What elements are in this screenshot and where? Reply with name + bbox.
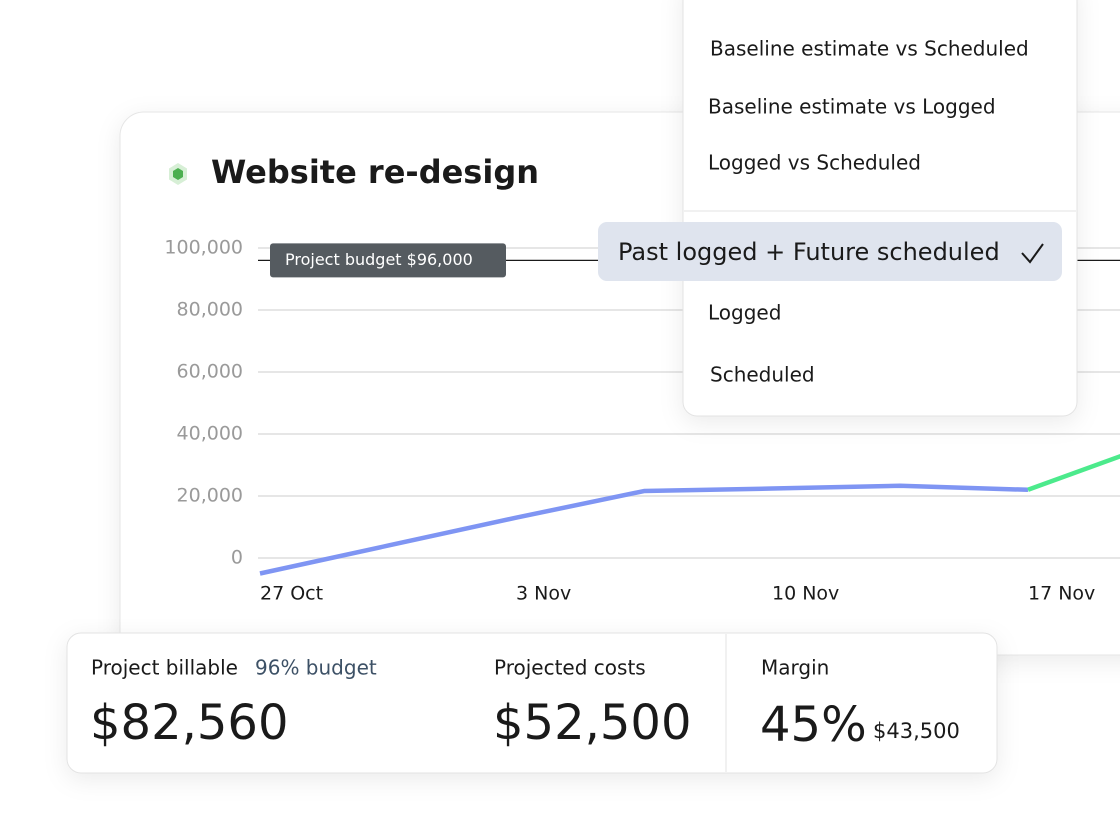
menu-selected[interactable]: Past logged + Future scheduled — [618, 238, 1000, 266]
project-icon-inner — [173, 168, 183, 180]
menu-item[interactable]: Logged — [708, 301, 781, 325]
stat-label: Project billable — [91, 656, 238, 680]
x-tick-label: 10 Nov — [772, 583, 839, 605]
stats-card — [66, 632, 998, 774]
stat-value: 45% — [760, 697, 867, 753]
card-title: Website re-design — [211, 153, 539, 191]
x-tick-label: 27 Oct — [260, 583, 323, 605]
stat-label: Projected costs — [494, 656, 646, 680]
y-tick-label: 100,000 — [164, 237, 243, 259]
budget-label-bg — [270, 243, 506, 278]
menu-item[interactable]: Baseline estimate vs Scheduled — [710, 37, 1029, 61]
stat-amount: $43,500 — [873, 719, 960, 743]
stat-value: $82,560 — [90, 695, 289, 751]
stat-value: $52,500 — [493, 695, 692, 751]
x-tick-label: 17 Nov — [1028, 583, 1095, 605]
series-line — [1027, 453, 1120, 492]
chart: 0 20,000 40,000 60,000 80,000 100,000 27 Oct 3 … — [164, 237, 1120, 605]
selected-bg — [598, 222, 1062, 281]
series-line — [259, 483, 1029, 576]
y-tick-label: 40,000 — [177, 423, 243, 445]
y-tick-label: 60,000 — [177, 361, 243, 383]
stat-budget: 96% budget — [255, 656, 377, 680]
stat-label: Margin — [761, 656, 829, 680]
y-tick-label: 20,000 — [177, 485, 243, 507]
menu-item[interactable]: Logged vs Scheduled — [708, 151, 921, 175]
dropdown — [682, 0, 1078, 417]
x-tick-label: 3 Nov — [516, 583, 571, 605]
budget-label: Project budget $96,000 — [285, 250, 473, 269]
checkmark — [1021, 243, 1044, 264]
y-tick-label: 80,000 — [177, 299, 243, 321]
menu-item[interactable]: Baseline estimate vs Logged — [708, 95, 996, 119]
y-tick-label: 0 — [231, 547, 243, 569]
menu-item[interactable]: Scheduled — [710, 363, 815, 387]
